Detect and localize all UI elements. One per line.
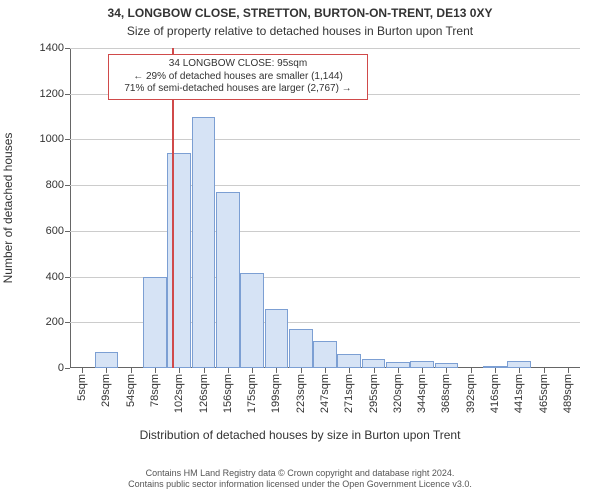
- x-tick-label: 416sqm: [489, 374, 501, 413]
- x-tick-label: 295sqm: [368, 374, 380, 413]
- x-tick-mark: [179, 368, 180, 373]
- info-line-3: 71% of semi-detached houses are larger (…: [117, 83, 359, 96]
- x-tick-mark: [228, 368, 229, 373]
- y-tick-label: 200: [46, 316, 70, 328]
- x-tick-label: 126sqm: [198, 374, 210, 413]
- y-tick-label: 0: [58, 362, 70, 374]
- footer-line-1: Contains HM Land Registry data © Crown c…: [0, 468, 600, 479]
- info-line-2: ← 29% of detached houses are smaller (1,…: [117, 71, 359, 84]
- x-tick-label: 29sqm: [100, 374, 112, 407]
- x-tick-mark: [349, 368, 350, 373]
- y-axis-label: Number of detached houses: [1, 133, 15, 284]
- x-tick-mark: [301, 368, 302, 373]
- x-tick-mark: [374, 368, 375, 373]
- x-tick-mark: [398, 368, 399, 373]
- grid-line: [70, 231, 580, 232]
- x-tick-label: 175sqm: [246, 374, 258, 413]
- footer-line-2: Contains public sector information licen…: [0, 479, 600, 490]
- x-tick-mark: [568, 368, 569, 373]
- histogram-bar: [143, 277, 167, 368]
- grid-line: [70, 185, 580, 186]
- x-tick-mark: [325, 368, 326, 373]
- x-tick-label: 78sqm: [149, 374, 161, 407]
- x-tick-label: 156sqm: [222, 374, 234, 413]
- x-tick-mark: [82, 368, 83, 373]
- x-tick-label: 320sqm: [392, 374, 404, 413]
- x-tick-mark: [252, 368, 253, 373]
- histogram-bar: [289, 329, 313, 368]
- x-tick-mark: [544, 368, 545, 373]
- x-tick-mark: [471, 368, 472, 373]
- grid-line: [70, 48, 580, 49]
- x-tick-label: 223sqm: [295, 374, 307, 413]
- x-tick-label: 199sqm: [270, 374, 282, 413]
- y-tick-label: 400: [46, 271, 70, 283]
- x-tick-mark: [131, 368, 132, 373]
- y-tick-label: 1200: [40, 88, 70, 100]
- y-tick-label: 600: [46, 225, 70, 237]
- x-tick-label: 344sqm: [416, 374, 428, 413]
- x-tick-label: 441sqm: [513, 374, 525, 413]
- histogram-bar: [95, 352, 119, 368]
- x-tick-label: 465sqm: [538, 374, 550, 413]
- x-tick-label: 489sqm: [562, 374, 574, 413]
- y-tick-label: 1000: [40, 133, 70, 145]
- x-tick-mark: [276, 368, 277, 373]
- histogram-bar: [507, 361, 531, 368]
- grid-line: [70, 139, 580, 140]
- y-axis-line: [70, 48, 71, 368]
- x-tick-mark: [422, 368, 423, 373]
- histogram-bar: [265, 309, 289, 368]
- info-box: 34 LONGBOW CLOSE: 95sqm ← 29% of detache…: [108, 54, 368, 100]
- x-tick-mark: [519, 368, 520, 373]
- x-tick-label: 247sqm: [319, 374, 331, 413]
- histogram-bar: [410, 361, 434, 368]
- histogram-bar: [240, 273, 264, 368]
- x-tick-label: 271sqm: [343, 374, 355, 413]
- x-tick-label: 102sqm: [173, 374, 185, 413]
- histogram-bar: [337, 354, 361, 368]
- chart-subtitle: Size of property relative to detached ho…: [0, 24, 600, 38]
- x-tick-mark: [446, 368, 447, 373]
- footer: Contains HM Land Registry data © Crown c…: [0, 468, 600, 491]
- histogram-bar: [313, 341, 337, 368]
- x-tick-label: 54sqm: [125, 374, 137, 407]
- x-tick-mark: [155, 368, 156, 373]
- x-tick-label: 368sqm: [440, 374, 452, 413]
- y-tick-label: 800: [46, 179, 70, 191]
- x-tick-mark: [106, 368, 107, 373]
- x-tick-mark: [495, 368, 496, 373]
- histogram-bar: [192, 117, 216, 368]
- chart-supertitle: 34, LONGBOW CLOSE, STRETTON, BURTON-ON-T…: [0, 6, 600, 20]
- x-axis-label: Distribution of detached houses by size …: [0, 428, 600, 442]
- histogram-chart: 34, LONGBOW CLOSE, STRETTON, BURTON-ON-T…: [0, 0, 600, 500]
- x-tick-mark: [204, 368, 205, 373]
- x-tick-label: 5sqm: [76, 374, 88, 401]
- x-tick-label: 392sqm: [465, 374, 477, 413]
- histogram-bar: [216, 192, 240, 368]
- info-line-1: 34 LONGBOW CLOSE: 95sqm: [117, 58, 359, 71]
- histogram-bar: [362, 359, 386, 368]
- histogram-bar: [167, 153, 191, 368]
- y-tick-label: 1400: [40, 42, 70, 54]
